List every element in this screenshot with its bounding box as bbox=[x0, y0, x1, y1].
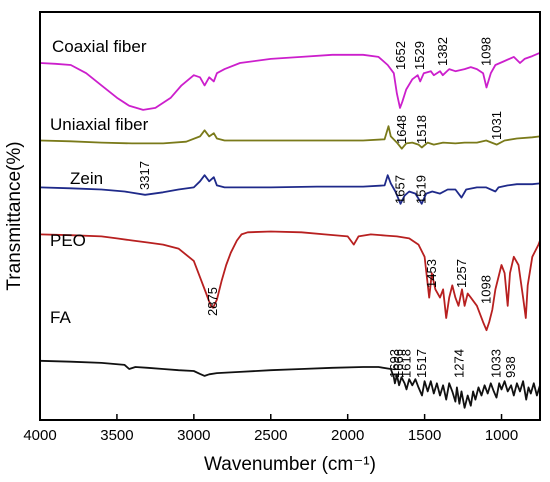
series-line-peo bbox=[39, 230, 541, 332]
plot-series bbox=[39, 51, 541, 409]
peak-label: 1098 bbox=[479, 37, 494, 66]
peak-label: 1257 bbox=[454, 259, 469, 288]
peak-label: 1618 bbox=[399, 349, 414, 378]
peak-label: 1648 bbox=[394, 115, 409, 144]
peak-label: 1274 bbox=[451, 349, 466, 378]
peak-annotations: 1652 1529 1382 1098 1648 1518 1031 3317 1657 1519… bbox=[137, 37, 518, 378]
x-axis-title: Wavenumber (cm⁻¹) bbox=[204, 454, 376, 475]
peak-label: 1031 bbox=[489, 111, 504, 140]
peak-label: 1652 bbox=[393, 41, 408, 70]
series-label-uniaxial-fiber: Uniaxial fiber bbox=[50, 115, 149, 134]
peak-label: 1382 bbox=[435, 37, 450, 66]
peak-label: 1519 bbox=[414, 175, 429, 204]
x-tick-label: 1500 bbox=[408, 427, 441, 444]
series-line-coaxial-fiber bbox=[39, 51, 541, 111]
peak-label: 1657 bbox=[393, 175, 408, 204]
series-label-zein: Zein bbox=[70, 169, 103, 188]
peak-label: 1693 bbox=[387, 349, 402, 378]
peak-label: 1453 bbox=[424, 259, 439, 288]
peak-label: 1666 bbox=[391, 349, 406, 378]
peak-label: 3317 bbox=[137, 161, 152, 190]
peak-label: 1518 bbox=[414, 115, 429, 144]
peak-label: 1033 bbox=[489, 349, 504, 378]
series-line-zein bbox=[39, 174, 541, 205]
peak-label: 938 bbox=[503, 356, 518, 378]
series-line-uniaxial-fiber bbox=[39, 125, 541, 150]
peak-label: 1529 bbox=[412, 41, 427, 70]
x-axis-ticks: 4000 3500 3000 2500 2000 1500 1000 bbox=[23, 414, 518, 444]
series-labels: Coaxial fiber Uniaxial fiber Zein PEO FA bbox=[50, 37, 149, 327]
series-label-fa: FA bbox=[50, 308, 71, 327]
series-label-peo: PEO bbox=[50, 231, 86, 250]
x-tick-label: 4000 bbox=[23, 427, 56, 444]
x-tick-label: 3500 bbox=[100, 427, 133, 444]
series-line-fa bbox=[39, 359, 541, 409]
series-label-coaxial-fiber: Coaxial fiber bbox=[52, 37, 147, 56]
x-tick-label: 2500 bbox=[254, 427, 287, 444]
y-axis-title: Transmittance(%) bbox=[4, 141, 25, 290]
peak-label: 1517 bbox=[414, 349, 429, 378]
peak-label: 1098 bbox=[479, 275, 494, 304]
x-tick-label: 1000 bbox=[485, 427, 518, 444]
peak-label: 2875 bbox=[205, 287, 220, 316]
x-tick-label: 3000 bbox=[177, 427, 210, 444]
x-tick-label: 2000 bbox=[331, 427, 364, 444]
plot-frame bbox=[39, 11, 541, 421]
